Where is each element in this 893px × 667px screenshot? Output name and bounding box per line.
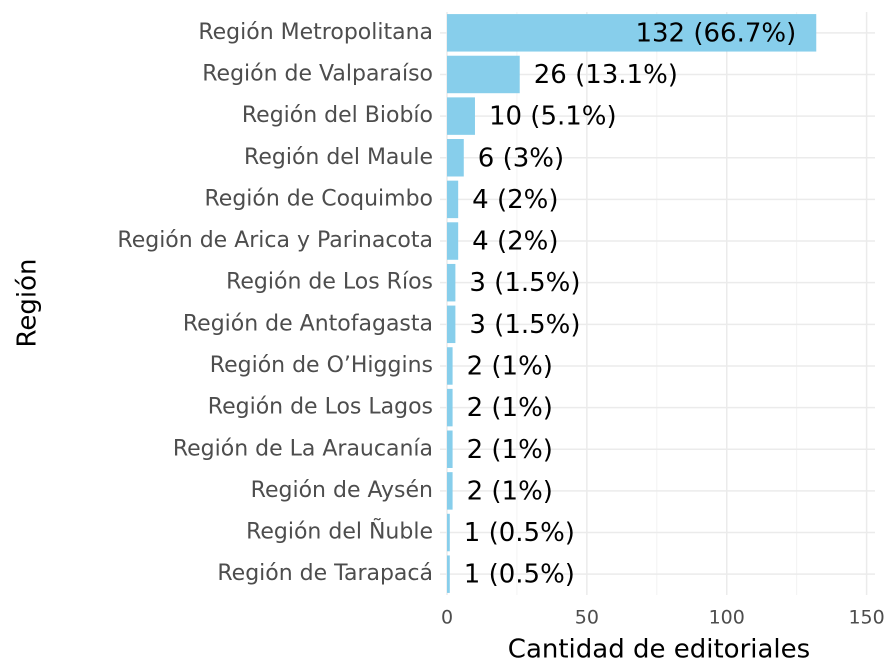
bar [446, 347, 453, 385]
bar [446, 555, 450, 593]
bar [446, 388, 453, 427]
x-tick-label: 100 [709, 607, 745, 629]
value-label: 4 (2%) [472, 227, 558, 257]
bar [446, 305, 456, 344]
bar [446, 472, 453, 510]
bar [446, 180, 459, 219]
y-tick-label: Región de Los Ríos [226, 270, 433, 295]
x-axis-title: Cantidad de editoriales [508, 635, 810, 665]
bar [446, 430, 453, 468]
value-label: 4 (2%) [472, 185, 558, 215]
y-tick-label: Región del Maule [244, 145, 433, 170]
y-tick-label: Región de Antofagasta [183, 311, 433, 336]
value-label: 10 (5.1%) [489, 102, 617, 132]
y-tick-label: Región de O’Higgins [210, 353, 433, 378]
y-tick-label: Región de Tarapacá [217, 561, 433, 586]
y-tick-label: Región de Aysén [251, 478, 433, 503]
value-label: 1 (0.5%) [464, 560, 575, 590]
value-label: 2 (1%) [467, 351, 553, 381]
y-tick-label: Región de Valparaíso [202, 61, 433, 86]
y-tick-label: Región de Coquimbo [205, 186, 434, 211]
value-label: 2 (1%) [467, 476, 553, 506]
x-tick-label: 150 [848, 607, 884, 629]
y-tick-label: Región del Ñuble [246, 518, 433, 545]
bar [446, 222, 459, 260]
value-label: 2 (1%) [467, 393, 553, 423]
y-tick-label: Región del Biobío [242, 103, 433, 128]
y-axis-title: Región [13, 258, 43, 347]
value-label: 1 (0.5%) [464, 518, 575, 548]
bar [446, 55, 520, 94]
bar [446, 14, 817, 52]
bar [446, 513, 450, 552]
value-label: 132 (66.7%) [635, 18, 796, 48]
bar [446, 97, 475, 135]
value-label: 26 (13.1%) [534, 60, 678, 90]
y-tick-label: Región de La Araucanía [173, 436, 433, 461]
bar [446, 263, 456, 302]
y-tick-label: Región Metropolitana [198, 20, 433, 45]
value-label: 2 (1%) [467, 435, 553, 465]
x-tick-label: 0 [441, 607, 453, 629]
x-tick-label: 50 [575, 607, 599, 629]
value-label: 3 (1.5%) [469, 310, 580, 340]
y-tick-label: Región de Arica y Parinacota [117, 228, 433, 253]
y-tick-label: Región de Los Lagos [208, 395, 433, 420]
value-label: 6 (3%) [478, 143, 564, 173]
value-label: 3 (1.5%) [469, 268, 580, 298]
bar [446, 139, 464, 177]
